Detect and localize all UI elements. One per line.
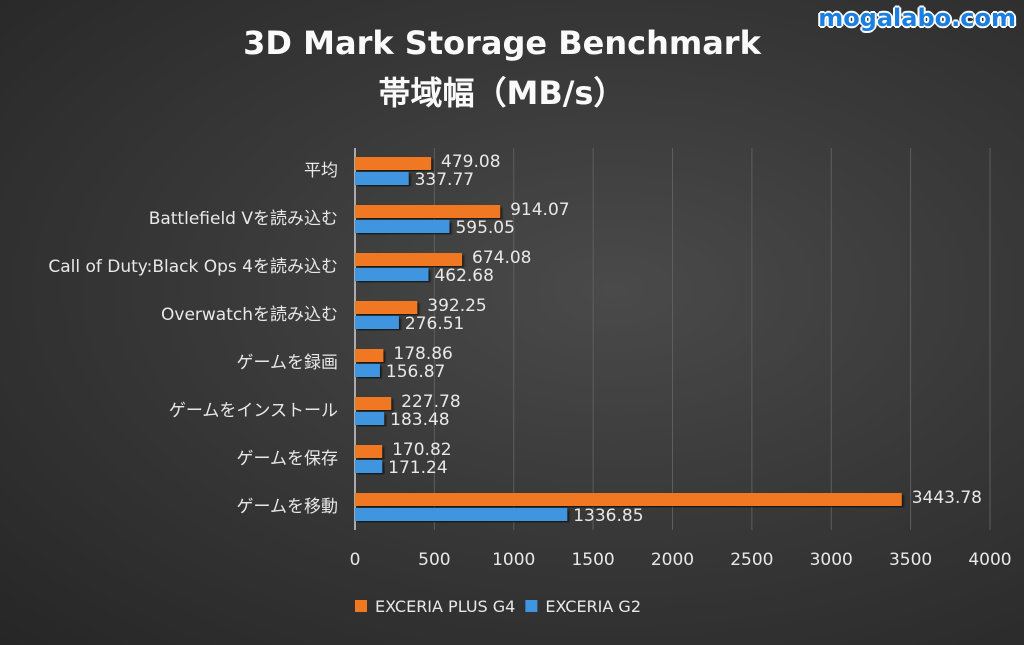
x-tick-label: 3500 (889, 550, 932, 570)
data-label: 178.86 (393, 344, 452, 364)
data-label: 1336.85 (573, 506, 643, 526)
data-label: 276.51 (405, 314, 464, 334)
data-label: 479.08 (441, 152, 500, 172)
data-label: 462.68 (434, 266, 493, 286)
category-label: ゲームをインストール (169, 401, 338, 421)
x-tick-label: 4000 (968, 550, 1011, 570)
x-tick-label: 1000 (492, 550, 535, 570)
bar-exceria-plus-g4 (355, 205, 501, 218)
bar-exceria-plus-g4 (355, 301, 418, 314)
bar-exceria-plus-g4 (355, 445, 383, 458)
data-label: 674.08 (472, 248, 531, 268)
category-label: Battlefield Vを読み込む (149, 209, 338, 229)
bar-exceria-plus-g4 (355, 157, 432, 170)
bar-exceria-plus-g4 (355, 253, 463, 266)
bar-exceria-g2 (355, 316, 399, 329)
x-tick-label: 500 (418, 550, 450, 570)
data-label: 170.82 (392, 440, 451, 460)
data-label: 914.07 (510, 200, 569, 220)
data-label: 227.78 (401, 392, 460, 412)
bar-exceria-g2 (355, 412, 385, 425)
data-label: 156.87 (386, 362, 445, 382)
bar-exceria-plus-g4 (355, 493, 902, 506)
chart-title: 3D Mark Storage Benchmark (243, 24, 761, 62)
category-label: Call of Duty:Black Ops 4を読み込む (48, 257, 338, 277)
category-label: ゲームを録画 (237, 353, 339, 373)
bar-exceria-plus-g4 (355, 349, 384, 362)
category-label: ゲームを保存 (237, 449, 339, 469)
category-label: Overwatchを読み込む (161, 305, 338, 325)
x-tick-label: 1500 (571, 550, 614, 570)
category-label: ゲームを移動 (237, 497, 339, 517)
bar-exceria-g2 (355, 268, 429, 281)
data-label: 183.48 (390, 410, 449, 430)
bar-exceria-g2 (355, 220, 450, 233)
bar-exceria-g2 (355, 364, 380, 377)
legend-swatch (525, 600, 538, 612)
data-label: 595.05 (455, 218, 514, 238)
data-label: 392.25 (427, 296, 486, 316)
x-tick-label: 3000 (810, 550, 853, 570)
legend-swatch (355, 600, 367, 612)
chart-subtitle: 帯域幅（MB/s） (378, 74, 626, 112)
data-label: 337.77 (415, 170, 474, 190)
data-label: 171.24 (388, 458, 447, 478)
bar-exceria-plus-g4 (355, 397, 392, 410)
bar-exceria-g2 (355, 460, 383, 473)
category-label: 平均 (304, 161, 338, 181)
bar-exceria-g2 (355, 172, 409, 185)
legend-label: EXCERIA PLUS G4 (375, 597, 515, 616)
watermark: mogalabo.com (818, 4, 1016, 32)
x-tick-label: 0 (350, 550, 361, 570)
x-tick-label: 2000 (651, 550, 694, 570)
x-tick-label: 2500 (730, 550, 773, 570)
bar-exceria-g2 (355, 508, 568, 521)
data-label: 3443.78 (912, 488, 982, 508)
legend-label: EXCERIA G2 (545, 597, 641, 616)
